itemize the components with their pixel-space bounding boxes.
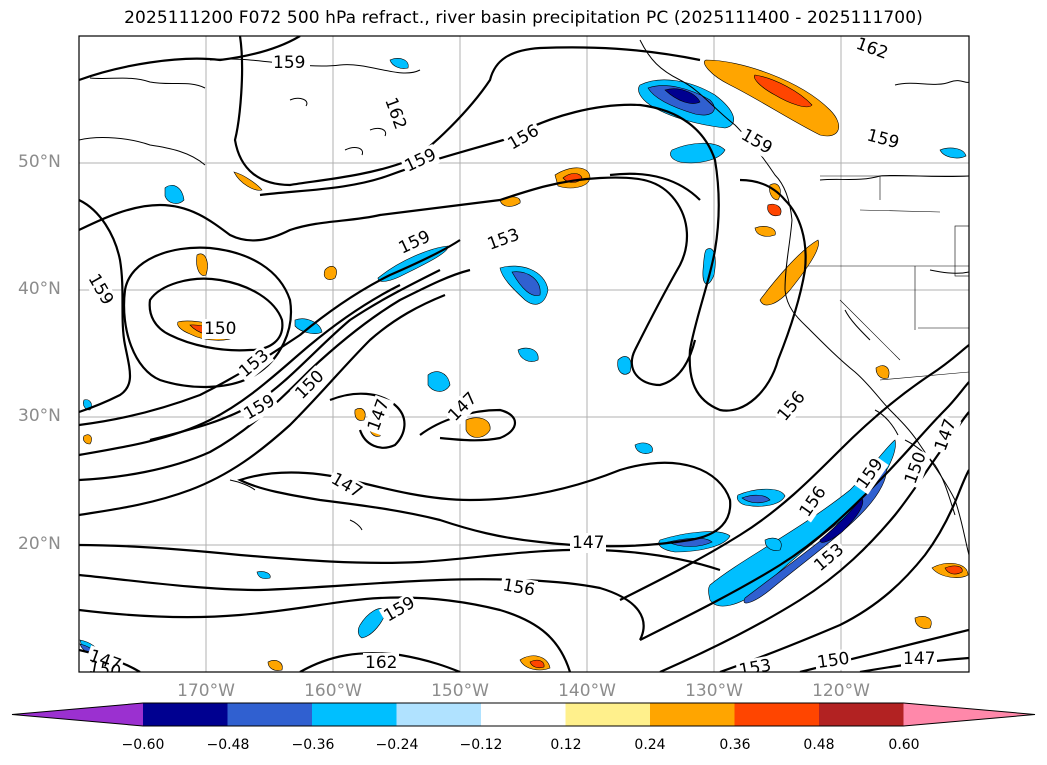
lon-label: 120°W bbox=[812, 681, 870, 701]
colorbar-segment bbox=[227, 703, 313, 726]
colorbar-segments bbox=[11, 702, 1036, 727]
colorbar-tick: 0.12 bbox=[550, 737, 582, 753]
contour-label: 150 bbox=[87, 657, 122, 682]
contour-label: 147 bbox=[903, 649, 935, 669]
lon-label: 140°W bbox=[558, 681, 616, 701]
contour-label-group: 159 162 156 159 153 159 150 153 150 159 … bbox=[82, 36, 962, 682]
contour-label: 162 bbox=[365, 653, 397, 673]
colorbar-extend-min bbox=[12, 703, 143, 726]
colorbar-tick: 0.48 bbox=[803, 737, 835, 753]
colorbar-tick: −0.24 bbox=[375, 737, 419, 753]
political-borders bbox=[808, 175, 969, 381]
colorbar-outline bbox=[11, 702, 1036, 727]
weather-map: 159 162 156 159 153 159 150 153 150 159 … bbox=[78, 35, 970, 682]
height-contours bbox=[79, 36, 969, 672]
colorbar-tick: −0.12 bbox=[459, 737, 503, 753]
colorbar-tick: −0.60 bbox=[121, 737, 165, 753]
colorbar-tick: 0.60 bbox=[888, 737, 920, 753]
colorbar-tick: 0.36 bbox=[719, 737, 751, 753]
colorbar-segment bbox=[734, 703, 820, 726]
map-frame bbox=[78, 35, 970, 673]
colorbar-segment bbox=[312, 703, 397, 726]
lon-label: 130°W bbox=[685, 681, 743, 701]
colorbar-tick: −0.48 bbox=[206, 737, 250, 753]
map-title: 2025111200 F072 500 hPa refract., river … bbox=[124, 8, 923, 28]
contour-label: 150 bbox=[204, 319, 236, 339]
colorbar-tick: −0.36 bbox=[291, 737, 335, 753]
colorbar-segment bbox=[650, 703, 735, 726]
colorbar-tick: 0.24 bbox=[634, 737, 666, 753]
contour-label: 159 bbox=[273, 53, 305, 73]
colorbar-extend-max bbox=[903, 703, 1035, 726]
lat-label: 20°N bbox=[18, 534, 61, 554]
colorbar-segment bbox=[143, 703, 228, 726]
contour-label: 153 bbox=[737, 656, 772, 681]
colorbar-segment bbox=[481, 703, 566, 726]
lon-label: 150°W bbox=[431, 681, 489, 701]
colorbar-segment bbox=[565, 703, 651, 726]
lat-label: 50°N bbox=[18, 152, 61, 172]
contour-label: 150 bbox=[816, 649, 851, 673]
lon-label: 170°W bbox=[177, 681, 235, 701]
colorbar-segment bbox=[819, 703, 904, 726]
lat-label: 40°N bbox=[18, 279, 61, 299]
lon-label: 160°W bbox=[304, 681, 362, 701]
contour-label: 147 bbox=[572, 533, 604, 553]
colorbar-segment bbox=[396, 703, 482, 726]
lat-label: 30°N bbox=[18, 406, 61, 426]
